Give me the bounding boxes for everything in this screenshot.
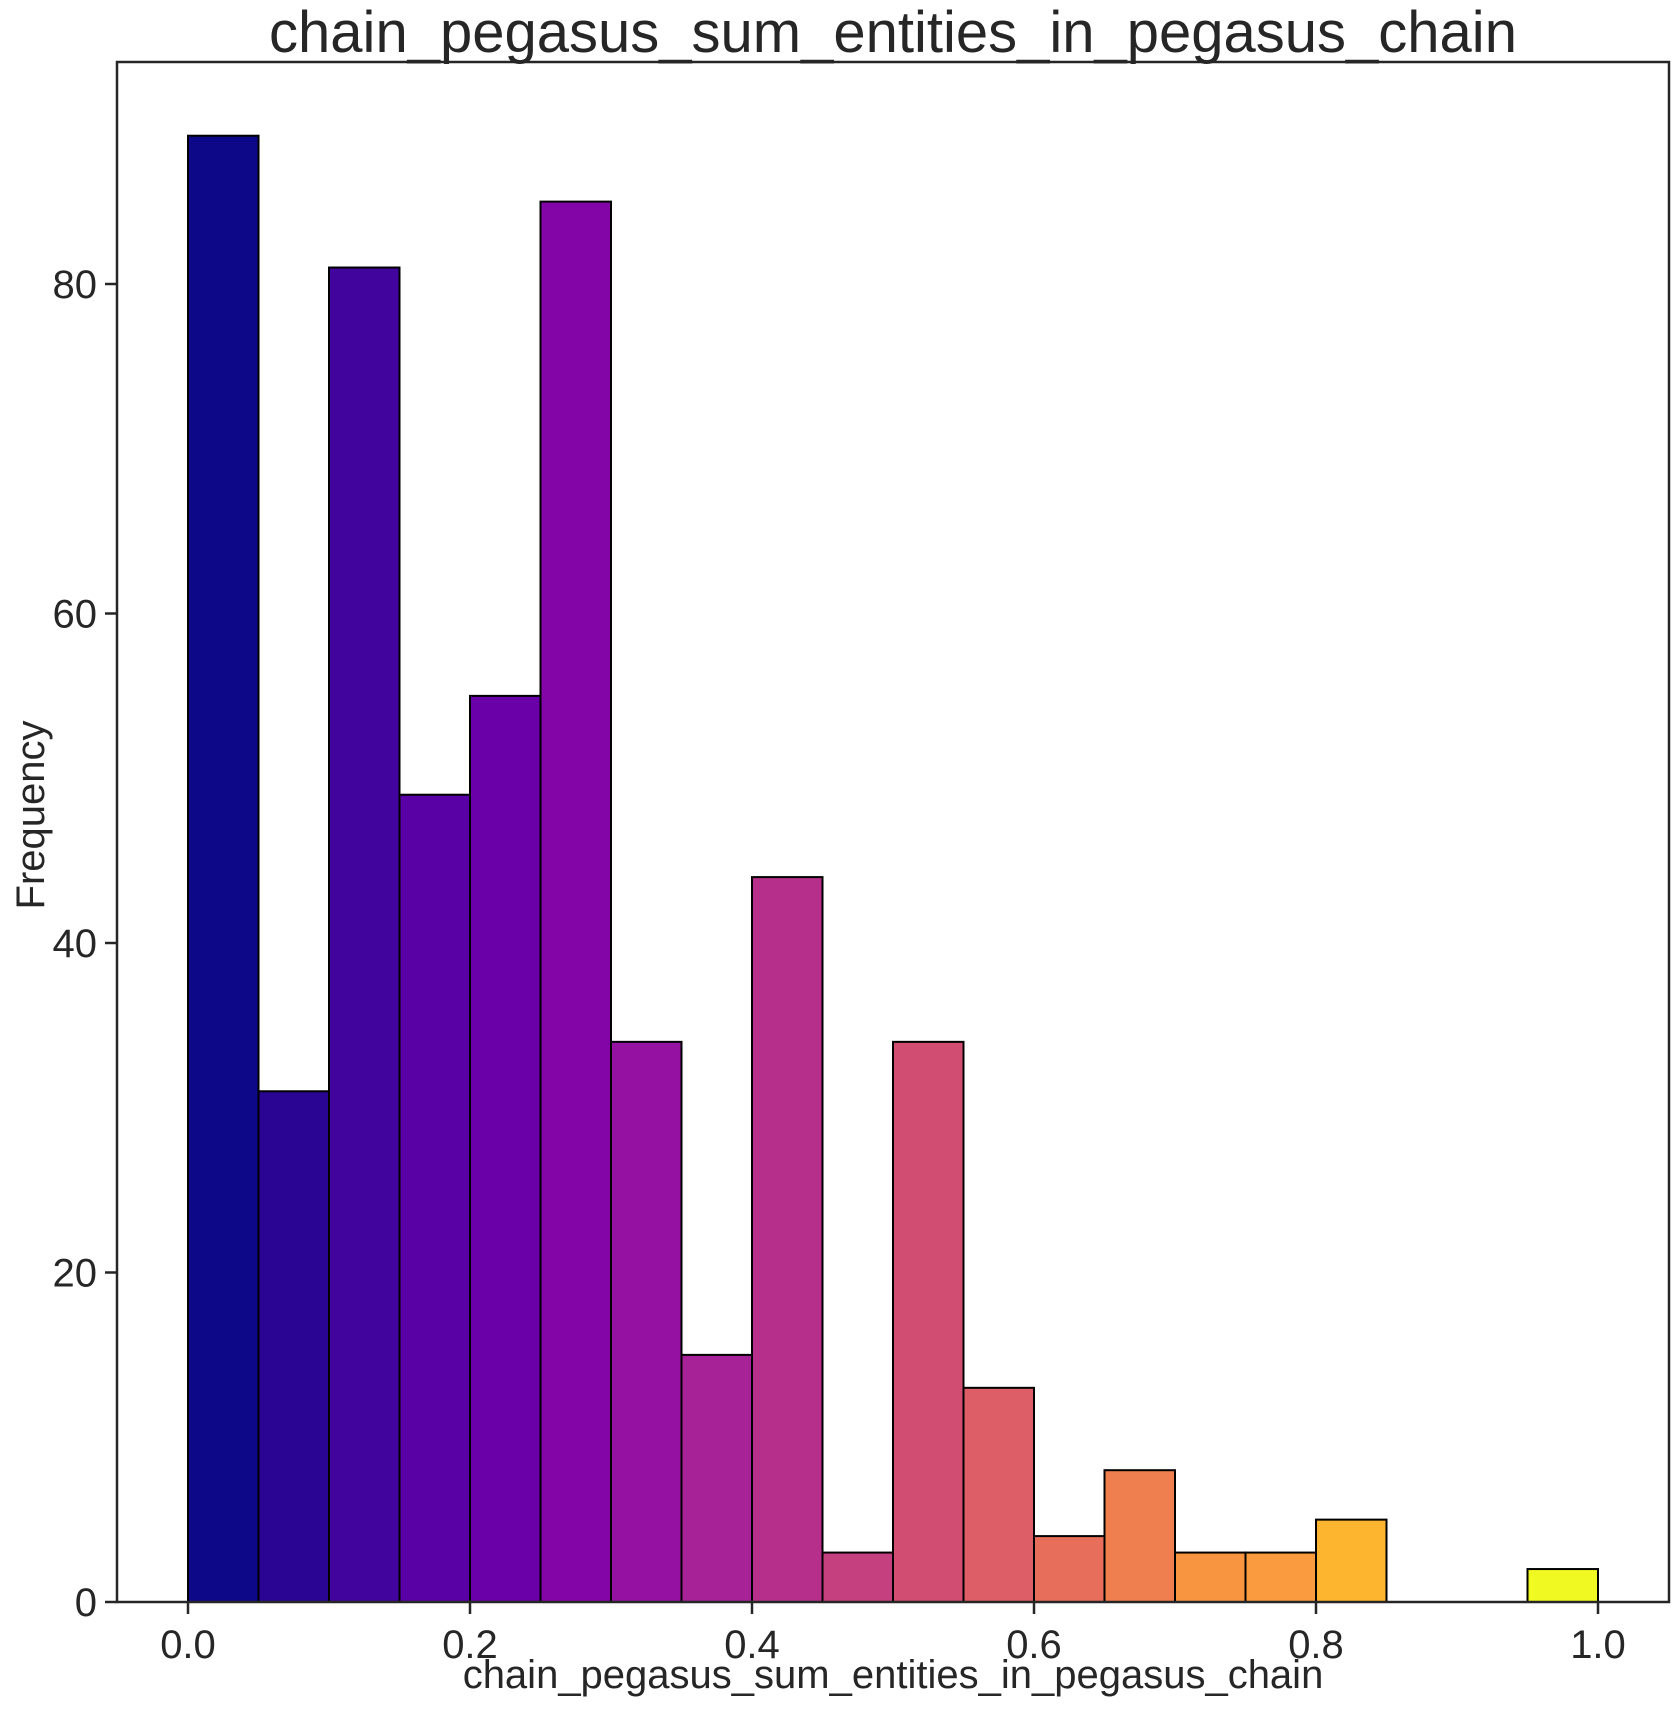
bar <box>257 1090 330 1604</box>
y-tick-label: 80 <box>53 263 98 307</box>
chart-title: chain_pegasus_sum_entities_in_pegasus_ch… <box>269 0 1517 65</box>
bars-group <box>187 134 1599 1604</box>
x-axis-ticks: 0.0 0.2 0.4 0.6 0.8 1.0 <box>160 1602 1626 1667</box>
bar <box>1174 1551 1247 1603</box>
bar <box>751 876 824 1603</box>
bar <box>1315 1518 1388 1603</box>
bar <box>398 793 471 1603</box>
bar <box>962 1386 1035 1603</box>
y-tick-label: 60 <box>53 593 98 637</box>
bar <box>328 266 401 1603</box>
bar <box>1033 1535 1106 1603</box>
bar <box>469 694 542 1603</box>
bar <box>892 1040 965 1603</box>
y-axis-ticks: 0 20 40 60 80 <box>53 263 117 1625</box>
bar <box>821 1551 894 1603</box>
bar <box>539 200 612 1603</box>
plot-frame <box>115 60 1671 1604</box>
bar <box>610 1040 683 1603</box>
x-tick-label: 0.8 <box>1288 1623 1344 1667</box>
x-tick-label: 0.2 <box>442 1623 498 1667</box>
x-tick-label: 0.4 <box>724 1623 780 1667</box>
x-tick-label: 0.6 <box>1006 1623 1062 1667</box>
bar <box>680 1353 753 1603</box>
bar <box>187 134 260 1604</box>
bar <box>1244 1551 1317 1603</box>
y-axis-label: Frequency <box>9 721 53 910</box>
y-tick-label: 20 <box>53 1252 98 1296</box>
x-tick-label: 1.0 <box>1570 1623 1626 1667</box>
bar <box>1526 1568 1599 1604</box>
bar <box>1103 1469 1176 1603</box>
y-tick-label: 0 <box>75 1581 97 1625</box>
x-axis-label: chain_pegasus_sum_entities_in_pegasus_ch… <box>463 1653 1324 1697</box>
y-tick-label: 40 <box>53 922 98 966</box>
x-tick-label: 0.0 <box>160 1623 216 1667</box>
